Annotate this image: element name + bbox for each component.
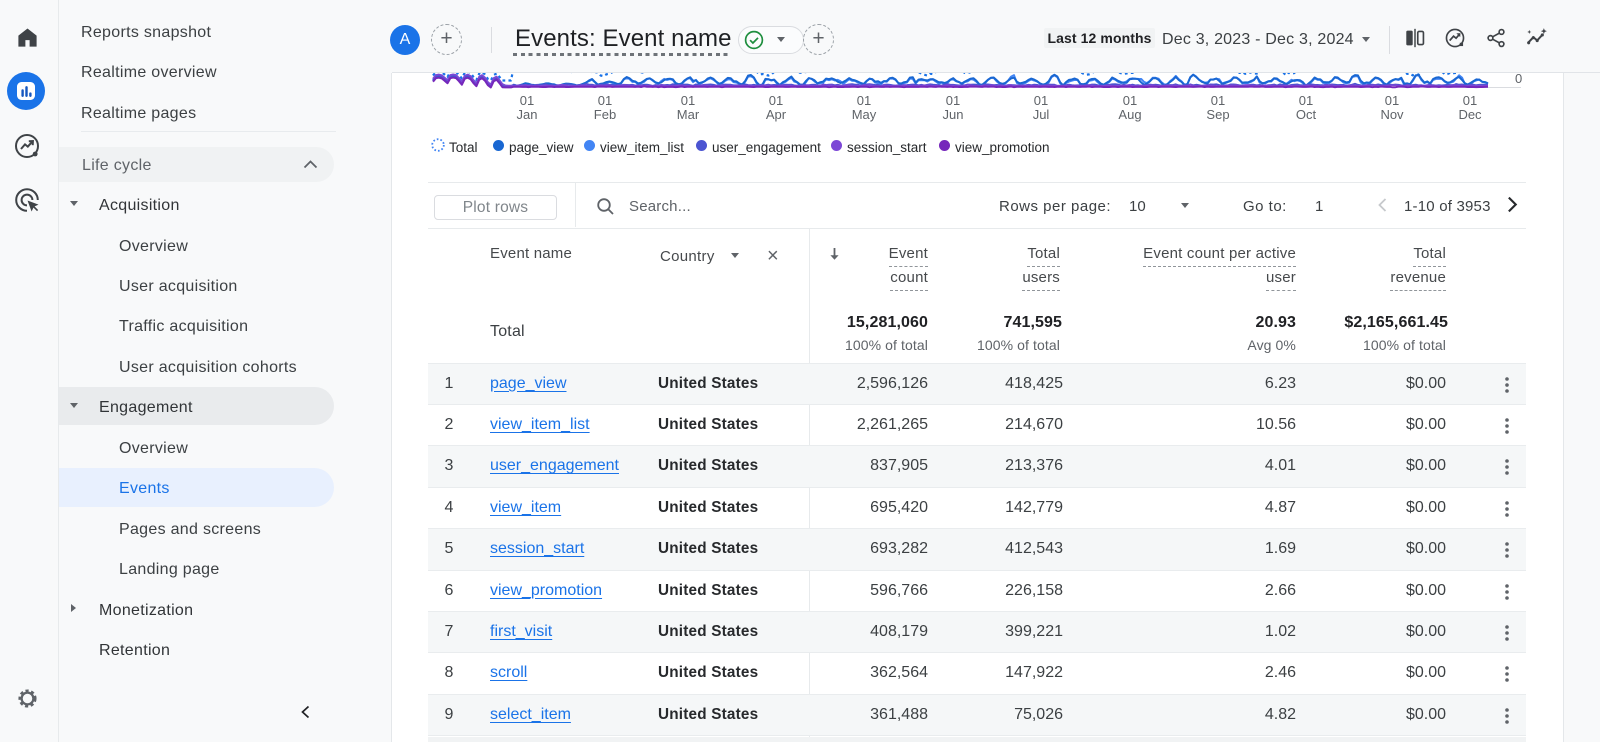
svg-text:01: 01 <box>598 93 612 108</box>
svg-text:Apr: Apr <box>766 107 787 122</box>
svg-text:01: 01 <box>681 93 695 108</box>
svg-text:Jun: Jun <box>943 107 964 122</box>
svg-text:01: 01 <box>1123 93 1137 108</box>
svg-text:Oct: Oct <box>1296 107 1317 122</box>
svg-text:01: 01 <box>1034 93 1048 108</box>
svg-text:Mar: Mar <box>677 107 700 122</box>
svg-text:Jul: Jul <box>1033 107 1050 122</box>
svg-text:Feb: Feb <box>594 107 616 122</box>
svg-text:Dec: Dec <box>1458 107 1482 122</box>
svg-text:01: 01 <box>769 93 783 108</box>
svg-text:01: 01 <box>857 93 871 108</box>
svg-text:01: 01 <box>1299 93 1313 108</box>
svg-text:01: 01 <box>520 93 534 108</box>
svg-text:0: 0 <box>1515 73 1522 86</box>
svg-text:Nov: Nov <box>1380 107 1404 122</box>
svg-text:Sep: Sep <box>1206 107 1229 122</box>
svg-text:May: May <box>852 107 877 122</box>
svg-text:01: 01 <box>946 93 960 108</box>
svg-text:Aug: Aug <box>1118 107 1141 122</box>
svg-text:01: 01 <box>1385 93 1399 108</box>
svg-text:Jan: Jan <box>517 107 538 122</box>
svg-text:01: 01 <box>1463 93 1477 108</box>
svg-text:01: 01 <box>1211 93 1225 108</box>
